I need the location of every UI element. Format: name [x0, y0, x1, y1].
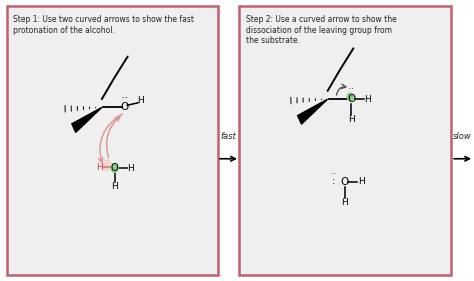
Text: O: O — [341, 177, 349, 187]
Text: O: O — [111, 163, 118, 173]
Text: H: H — [137, 96, 144, 105]
Text: Step 2: Use a curved arrow to show the
dissociation of the leaving group from
th: Step 2: Use a curved arrow to show the d… — [246, 15, 396, 45]
Text: H: H — [127, 164, 134, 173]
Text: H: H — [348, 115, 355, 124]
Text: slow: slow — [453, 132, 472, 141]
Polygon shape — [72, 107, 102, 132]
Circle shape — [111, 164, 118, 173]
Text: fast: fast — [220, 132, 237, 141]
Text: H: H — [111, 182, 118, 191]
Text: ··: ·· — [347, 87, 355, 92]
Text: O: O — [120, 103, 128, 112]
FancyBboxPatch shape — [239, 6, 450, 275]
Text: ··: ·· — [329, 171, 337, 176]
Text: ··: ·· — [120, 95, 128, 101]
Polygon shape — [298, 99, 328, 124]
Text: Step 1: Use two curved arrows to show the fast
protonation of the alcohol.: Step 1: Use two curved arrows to show th… — [13, 15, 194, 35]
Text: H: H — [364, 95, 371, 104]
Text: H: H — [341, 198, 348, 207]
Circle shape — [347, 93, 353, 101]
Text: O: O — [347, 94, 356, 104]
Text: H: H — [96, 163, 103, 172]
Ellipse shape — [100, 159, 112, 171]
Text: H: H — [358, 177, 365, 186]
Text: :: : — [332, 176, 335, 186]
FancyBboxPatch shape — [7, 6, 218, 275]
